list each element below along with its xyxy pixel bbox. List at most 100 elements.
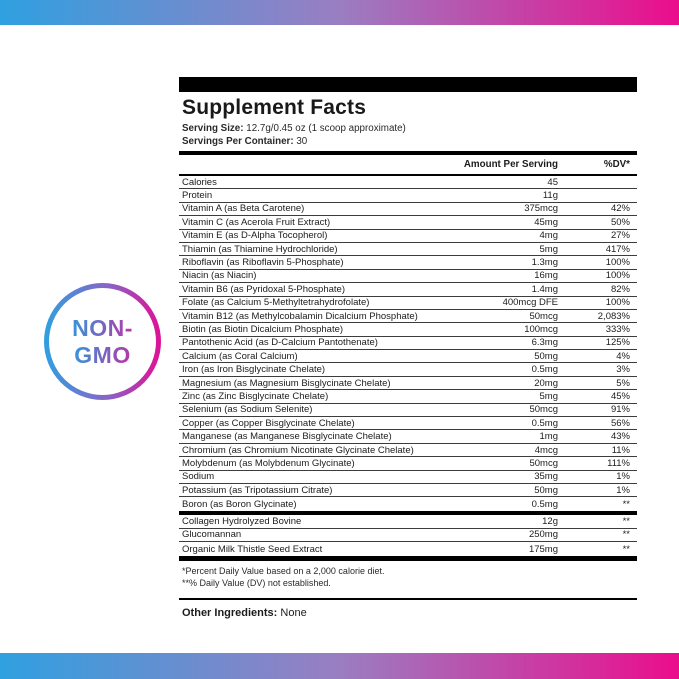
row-nutrient-name: Iron (as Iron Bisglycinate Chelate) <box>182 364 326 376</box>
row-amount: 11g <box>542 190 558 202</box>
row-nutrient-name: Vitamin B12 (as Methylcobalamin Dicalciu… <box>182 310 418 322</box>
row-dv: 1% <box>616 484 630 496</box>
table-row: Biotin (as Biotin Dicalcium Phosphate) 1… <box>179 323 637 337</box>
non-gmo-badge: NON- GMO <box>44 283 161 400</box>
header-amount-per-serving: Amount Per Serving <box>463 159 558 170</box>
row-nutrient-name: Chromium (as Chromium Nicotinate Glycina… <box>182 444 414 456</box>
row-nutrient-name: Vitamin E (as D-Alpha Tocopherol) <box>182 230 328 242</box>
table-row: Copper (as Copper Bisglycinate Chelate) … <box>179 417 637 431</box>
table-row: Selenium (as Sodium Selenite) 50mcg 91% <box>179 404 637 418</box>
row-dv: ** <box>622 543 630 555</box>
row-dv: 42% <box>610 203 630 215</box>
row-nutrient-name: Calcium (as Coral Calcium) <box>182 350 298 362</box>
row-amount: 20mg <box>534 377 558 389</box>
row-nutrient-name: Niacin (as Niacin) <box>182 270 257 282</box>
row-dv: 43% <box>610 431 630 443</box>
footnote-not-established: **% Daily Value (DV) not established. <box>182 577 331 588</box>
table-row: Protein 11g <box>179 189 637 203</box>
row-dv: 417% <box>605 243 630 255</box>
row-amount: 1.4mg <box>531 283 558 295</box>
serving-size-line: Serving Size: 12.7g/0.45 oz (1 scoop app… <box>182 123 637 136</box>
divider-after-nutrients <box>179 510 637 515</box>
table-row: Calories 45 <box>179 176 637 190</box>
table-row: Zinc (as Zinc Bisglycinate Chelate) 5mg … <box>179 390 637 404</box>
row-amount: 6.3mg <box>531 337 558 349</box>
table-row: Boron (as Boron Glycinate) 0.5mg ** <box>179 497 637 510</box>
row-nutrient-name: Boron (as Boron Glycinate) <box>182 498 297 510</box>
servings-per-container-label: Servings Per Container: <box>182 135 294 147</box>
row-dv: 111% <box>607 457 630 469</box>
row-dv: ** <box>622 498 630 510</box>
row-nutrient-name: Organic Milk Thistle Seed Extract <box>182 543 323 555</box>
other-ingredients-value: None <box>277 607 307 620</box>
row-amount: 4mg <box>539 230 558 242</box>
supplement-facts-panel: Supplement Facts Serving Size: 12.7g/0.4… <box>179 77 637 619</box>
servings-per-container-value: 30 <box>293 135 308 147</box>
serving-size-label: Serving Size: <box>182 123 244 134</box>
table-row: Niacin (as Niacin) 16mg 100% <box>179 270 637 284</box>
table-row: Manganese (as Manganese Bisglycinate Che… <box>179 430 637 444</box>
table-row: Potassium (as Tripotassium Citrate) 50mg… <box>179 484 637 498</box>
table-row: Pantothenic Acid (as D-Calcium Pantothen… <box>179 337 637 351</box>
row-amount: 16mg <box>534 270 558 282</box>
row-amount: 175mg <box>528 543 558 555</box>
row-amount: 250mg <box>528 529 558 541</box>
row-dv: 100% <box>605 297 630 309</box>
table-row: Organic Milk Thistle Seed Extract 175mg … <box>179 542 637 556</box>
row-nutrient-name: Magnesium (as Magnesium Bisglycinate Che… <box>182 377 391 389</box>
non-gmo-text-line1: NON- <box>72 314 133 341</box>
table-row: Thiamin (as Thiamine Hydrochloride) 5mg … <box>179 243 637 257</box>
row-dv: 27% <box>610 230 630 242</box>
row-nutrient-name: Molybdenum (as Molybdenum Glycinate) <box>182 457 355 469</box>
additional-rows: Collagen Hydrolyzed Bovine 12g ** Glucom… <box>179 515 637 556</box>
row-nutrient-name: Folate (as Calcium 5-Methyltetrahydrofol… <box>182 297 370 309</box>
table-row: Vitamin A (as Beta Carotene) 375mcg 42% <box>179 203 637 217</box>
row-amount: 12g <box>542 515 558 527</box>
row-dv: 1% <box>616 471 630 483</box>
row-dv: 50% <box>610 216 630 228</box>
row-dv: ** <box>622 515 630 527</box>
table-row: Vitamin E (as D-Alpha Tocopherol) 4mg 27… <box>179 230 637 243</box>
row-amount: 375mcg <box>524 203 558 215</box>
row-amount: 50mcg <box>529 404 558 416</box>
footnotes: *Percent Daily Value based on a 2,000 ca… <box>182 566 637 589</box>
row-nutrient-name: Calories <box>182 176 217 188</box>
row-nutrient-name: Vitamin B6 (as Pyridoxal 5-Phosphate) <box>182 283 345 295</box>
table-row: Folate (as Calcium 5-Methyltetrahydrofol… <box>179 297 637 310</box>
row-nutrient-name: Sodium <box>182 471 215 483</box>
row-amount: 45mg <box>534 216 558 228</box>
table-row: Molybdenum (as Molybdenum Glycinate) 50m… <box>179 457 637 471</box>
row-dv: 2,083% <box>597 310 630 322</box>
top-gradient-bar <box>0 0 679 25</box>
row-nutrient-name: Collagen Hydrolyzed Bovine <box>182 515 302 527</box>
row-amount: 50mg <box>534 484 558 496</box>
row-dv: 5% <box>616 377 630 389</box>
row-nutrient-name: Vitamin C (as Acerola Fruit Extract) <box>182 216 331 228</box>
table-row: Iron (as Iron Bisglycinate Chelate) 0.5m… <box>179 363 637 377</box>
row-nutrient-name: Pantothenic Acid (as D-Calcium Pantothen… <box>182 337 378 349</box>
row-amount: 50mcg <box>529 457 558 469</box>
row-amount: 0.5mg <box>531 364 558 376</box>
non-gmo-text-line2: GMO <box>74 341 131 368</box>
divider-after-serving-info <box>179 151 637 155</box>
divider-before-other-ingredients <box>179 598 637 601</box>
row-dv: 3% <box>616 364 630 376</box>
table-row: Sodium 35mg 1% <box>179 471 637 484</box>
row-dv: 333% <box>605 323 630 335</box>
nutrient-rows: Calories 45 Protein 11g Vitamin A (as Be… <box>179 174 637 511</box>
row-dv: 11% <box>611 444 630 456</box>
row-nutrient-name: Glucomannan <box>182 529 242 541</box>
table-row: Chromium (as Chromium Nicotinate Glycina… <box>179 444 637 458</box>
row-dv: 56% <box>610 417 630 429</box>
row-dv: 100% <box>605 270 630 282</box>
row-nutrient-name: Protein <box>182 190 213 202</box>
row-amount: 4mcg <box>534 444 558 456</box>
row-dv: 45% <box>610 390 630 402</box>
row-amount: 0.5mg <box>531 417 558 429</box>
panel-title: Supplement Facts <box>182 96 367 119</box>
row-nutrient-name: Manganese (as Manganese Bisglycinate Che… <box>182 431 392 443</box>
table-row: Glucomannan 250mg ** <box>179 529 637 543</box>
other-ingredients-line: Other Ingredients: None <box>182 607 637 619</box>
row-amount: 50mg <box>534 350 558 362</box>
row-amount: 0.5mg <box>531 498 558 510</box>
